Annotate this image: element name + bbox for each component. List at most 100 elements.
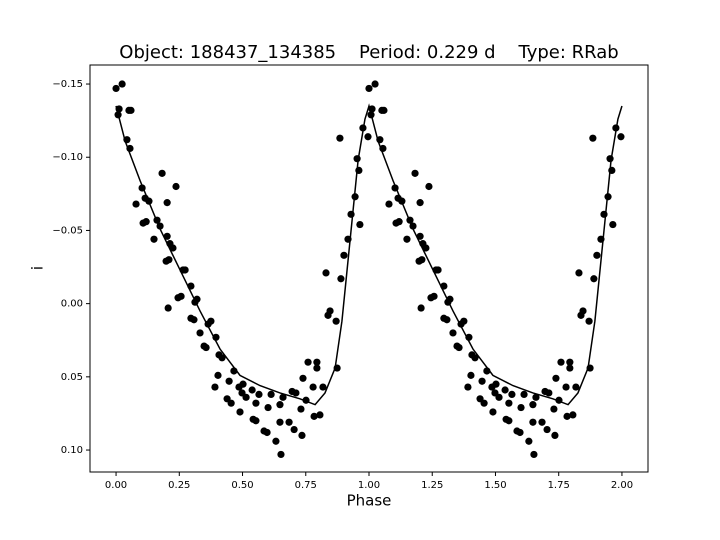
- data-point: [276, 401, 284, 409]
- data-point: [255, 390, 263, 399]
- data-point: [169, 244, 177, 252]
- data-point: [505, 399, 513, 407]
- x-tick-label: 1.25: [421, 480, 443, 491]
- data-point: [529, 401, 537, 409]
- data-point: [214, 371, 222, 379]
- data-point: [525, 437, 533, 445]
- data-point: [455, 343, 463, 352]
- data-point: [190, 316, 198, 324]
- data-point: [562, 383, 570, 391]
- data-point: [164, 304, 172, 312]
- data-point: [313, 364, 321, 372]
- data-point: [385, 200, 393, 208]
- data-point: [298, 431, 306, 439]
- data-point: [489, 408, 497, 416]
- data-point: [267, 390, 275, 399]
- fit-line: [115, 103, 623, 406]
- data-point: [181, 266, 189, 274]
- y-tick-label: 0.10: [61, 445, 83, 456]
- data-point: [430, 292, 438, 300]
- y-tick-label: −0.10: [52, 152, 83, 163]
- data-point: [207, 317, 215, 325]
- data-point: [322, 269, 330, 277]
- data-point: [309, 383, 317, 391]
- data-point: [403, 235, 411, 243]
- data-point: [492, 380, 500, 388]
- data-point: [585, 317, 593, 325]
- data-point: [365, 84, 373, 93]
- data-point: [118, 80, 126, 88]
- data-point: [480, 399, 488, 407]
- x-tick-label: 0.25: [168, 480, 190, 491]
- data-point: [416, 232, 424, 240]
- x-tick-label: 1.50: [484, 480, 506, 491]
- data-point: [422, 244, 430, 252]
- data-point: [310, 412, 318, 420]
- data-point: [516, 428, 524, 437]
- data-point: [411, 169, 419, 177]
- x-tick-label: 0.00: [105, 480, 127, 491]
- data-point: [364, 133, 372, 141]
- x-tick-label: 2.00: [611, 480, 633, 491]
- data-point: [211, 383, 219, 391]
- data-point: [425, 182, 433, 191]
- data-point: [236, 408, 244, 416]
- data-point: [202, 343, 210, 352]
- data-point: [617, 133, 625, 141]
- data-point: [163, 199, 171, 207]
- data-point: [340, 251, 348, 259]
- data-point: [529, 418, 537, 426]
- data-point: [150, 235, 158, 243]
- data-point: [563, 412, 571, 420]
- data-point: [545, 389, 553, 397]
- data-point: [380, 106, 388, 114]
- data-point: [313, 358, 321, 366]
- x-tick-label: 0.75: [295, 480, 317, 491]
- data-point: [285, 418, 293, 426]
- data-point: [464, 383, 472, 391]
- data-point: [417, 304, 425, 312]
- data-point: [290, 425, 298, 434]
- data-point: [292, 389, 300, 397]
- data-point: [609, 220, 617, 229]
- data-point: [590, 275, 598, 283]
- data-point: [552, 374, 560, 382]
- data-point: [132, 200, 140, 208]
- x-tick-label: 1.75: [548, 480, 570, 491]
- data-point: [418, 256, 426, 264]
- y-tick-label: −0.15: [52, 79, 83, 90]
- data-point: [569, 411, 577, 419]
- data-point: [501, 386, 509, 394]
- data-point: [252, 417, 260, 425]
- plot-frame: [89, 64, 649, 473]
- data-point: [142, 218, 150, 226]
- data-point: [276, 418, 284, 426]
- data-point: [478, 377, 486, 385]
- data-point: [589, 134, 597, 142]
- data-point: [579, 307, 587, 315]
- data-point: [227, 399, 235, 407]
- data-point: [593, 251, 601, 259]
- data-point: [520, 390, 528, 399]
- data-point: [449, 329, 457, 337]
- data-point: [505, 417, 513, 425]
- data-point: [252, 399, 260, 407]
- x-tick-label: 1.00: [358, 480, 380, 491]
- y-tick-label: 0.00: [61, 299, 83, 310]
- data-point: [158, 169, 166, 177]
- data-point: [517, 403, 525, 412]
- data-point: [538, 418, 546, 426]
- data-point: [566, 364, 574, 372]
- data-point: [225, 377, 233, 385]
- data-point: [353, 155, 361, 163]
- data-point: [279, 393, 287, 401]
- data-point: [434, 266, 442, 274]
- data-point: [606, 155, 614, 163]
- data-point: [172, 182, 180, 191]
- data-point: [566, 358, 574, 366]
- chart-title: Object: 188437_134385 Period: 0.229 d Ty…: [119, 42, 618, 63]
- data-point: [277, 450, 285, 459]
- data-point: [332, 317, 340, 325]
